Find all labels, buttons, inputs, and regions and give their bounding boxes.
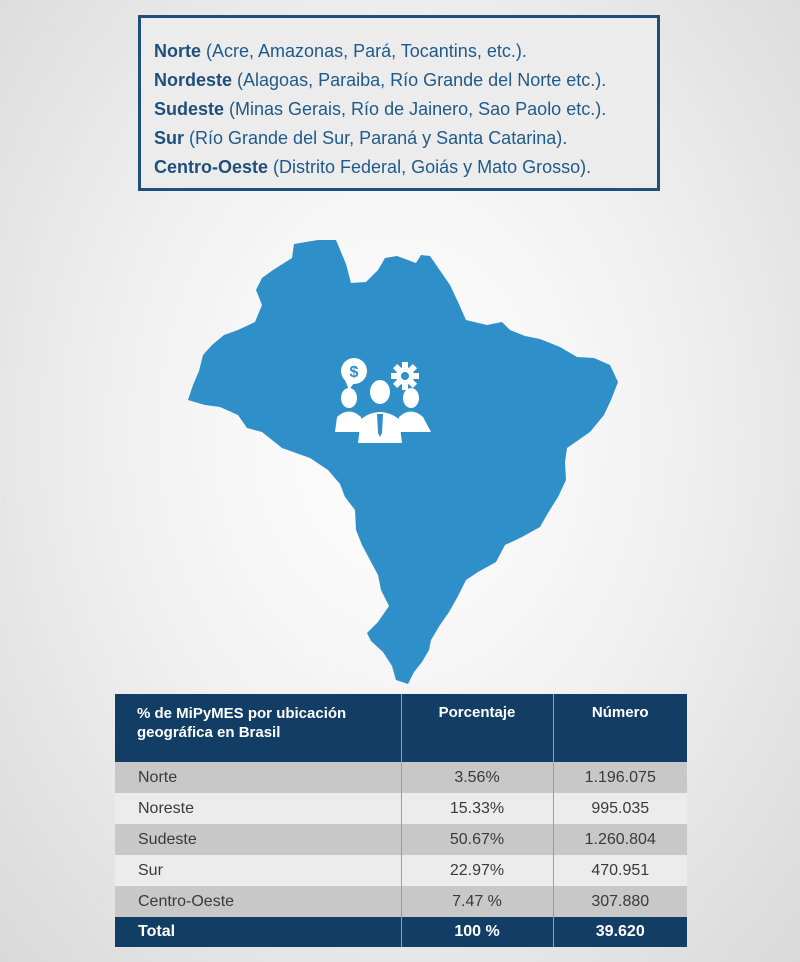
header-region: % de MiPyMES por ubicación geográfica en… bbox=[115, 694, 402, 762]
legend-region-name: Sur bbox=[154, 128, 185, 148]
region-legend-box: Norte (Acre, Amazonas, Pará, Tocantins, … bbox=[138, 15, 660, 191]
cell-region: Sudeste bbox=[115, 824, 402, 855]
business-people-icon bbox=[335, 380, 431, 443]
cell-region: Norte bbox=[115, 762, 402, 793]
cell-percent: 7.47 % bbox=[401, 886, 554, 917]
legend-region-detail: (Alagoas, Paraiba, Río Grande del Norte … bbox=[232, 70, 607, 90]
brazil-outline bbox=[188, 240, 618, 684]
cell-number: 307.880 bbox=[553, 886, 687, 917]
legend-region-name: Sudeste bbox=[154, 99, 225, 119]
dollar-icon: $ bbox=[341, 358, 367, 390]
legend-line-norte: Norte (Acre, Amazonas, Pará, Tocantins, … bbox=[154, 37, 657, 66]
legend-region-name: Nordeste bbox=[154, 70, 233, 90]
header-percent: Porcentaje bbox=[401, 694, 554, 762]
cell-region: Noreste bbox=[115, 793, 402, 824]
header-number: Número bbox=[553, 694, 687, 762]
legend-region-detail: (Río Grande del Sur, Paraná y Santa Cata… bbox=[184, 128, 568, 148]
legend-line-sudeste: Sudeste (Minas Gerais, Río de Jainero, S… bbox=[154, 95, 657, 124]
cell-percent: 3.56% bbox=[401, 762, 554, 793]
cell-number: 1.196.075 bbox=[553, 762, 687, 793]
legend-region-name: Centro-Oeste bbox=[154, 157, 269, 177]
legend-line-sur: Sur (Río Grande del Sur, Paraná y Santa … bbox=[154, 124, 657, 153]
gear-icon bbox=[391, 362, 419, 390]
table-row: Noreste 15.33% 995.035 bbox=[115, 793, 687, 824]
legend-region-detail: (Minas Gerais, Río de Jainero, Sao Paolo… bbox=[224, 99, 607, 119]
svg-text:$: $ bbox=[350, 364, 359, 381]
table-header-row: % de MiPyMES por ubicación geográfica en… bbox=[115, 694, 687, 762]
cell-percent: 22.97% bbox=[401, 855, 554, 886]
cell-number: 470.951 bbox=[553, 855, 687, 886]
legend-line-nordeste: Nordeste (Alagoas, Paraiba, Río Grande d… bbox=[154, 66, 657, 95]
cell-number: 995.035 bbox=[553, 793, 687, 824]
table-total-row: Total 100 % 39.620 bbox=[115, 917, 687, 947]
cell-number: 1.260.804 bbox=[553, 824, 687, 855]
mipymes-table: % de MiPyMES por ubicación geográfica en… bbox=[115, 694, 687, 947]
total-percent: 100 % bbox=[401, 917, 554, 947]
cell-percent: 15.33% bbox=[401, 793, 554, 824]
legend-region-detail: (Distrito Federal, Goiás y Mato Grosso). bbox=[268, 157, 592, 177]
legend-region-name: Norte bbox=[154, 41, 202, 61]
table-row: Centro-Oeste 7.47 % 307.880 bbox=[115, 886, 687, 917]
total-label: Total bbox=[115, 917, 402, 947]
legend-region-detail: (Acre, Amazonas, Pará, Tocantins, etc.). bbox=[201, 41, 527, 61]
table-row: Norte 3.56% 1.196.075 bbox=[115, 762, 687, 793]
cell-percent: 50.67% bbox=[401, 824, 554, 855]
total-number: 39.620 bbox=[553, 917, 687, 947]
cell-region: Sur bbox=[115, 855, 402, 886]
table-row: Sur 22.97% 470.951 bbox=[115, 855, 687, 886]
legend-line-centro-oeste: Centro-Oeste (Distrito Federal, Goiás y … bbox=[154, 153, 657, 182]
table-row: Sudeste 50.67% 1.260.804 bbox=[115, 824, 687, 855]
cell-region: Centro-Oeste bbox=[115, 886, 402, 917]
